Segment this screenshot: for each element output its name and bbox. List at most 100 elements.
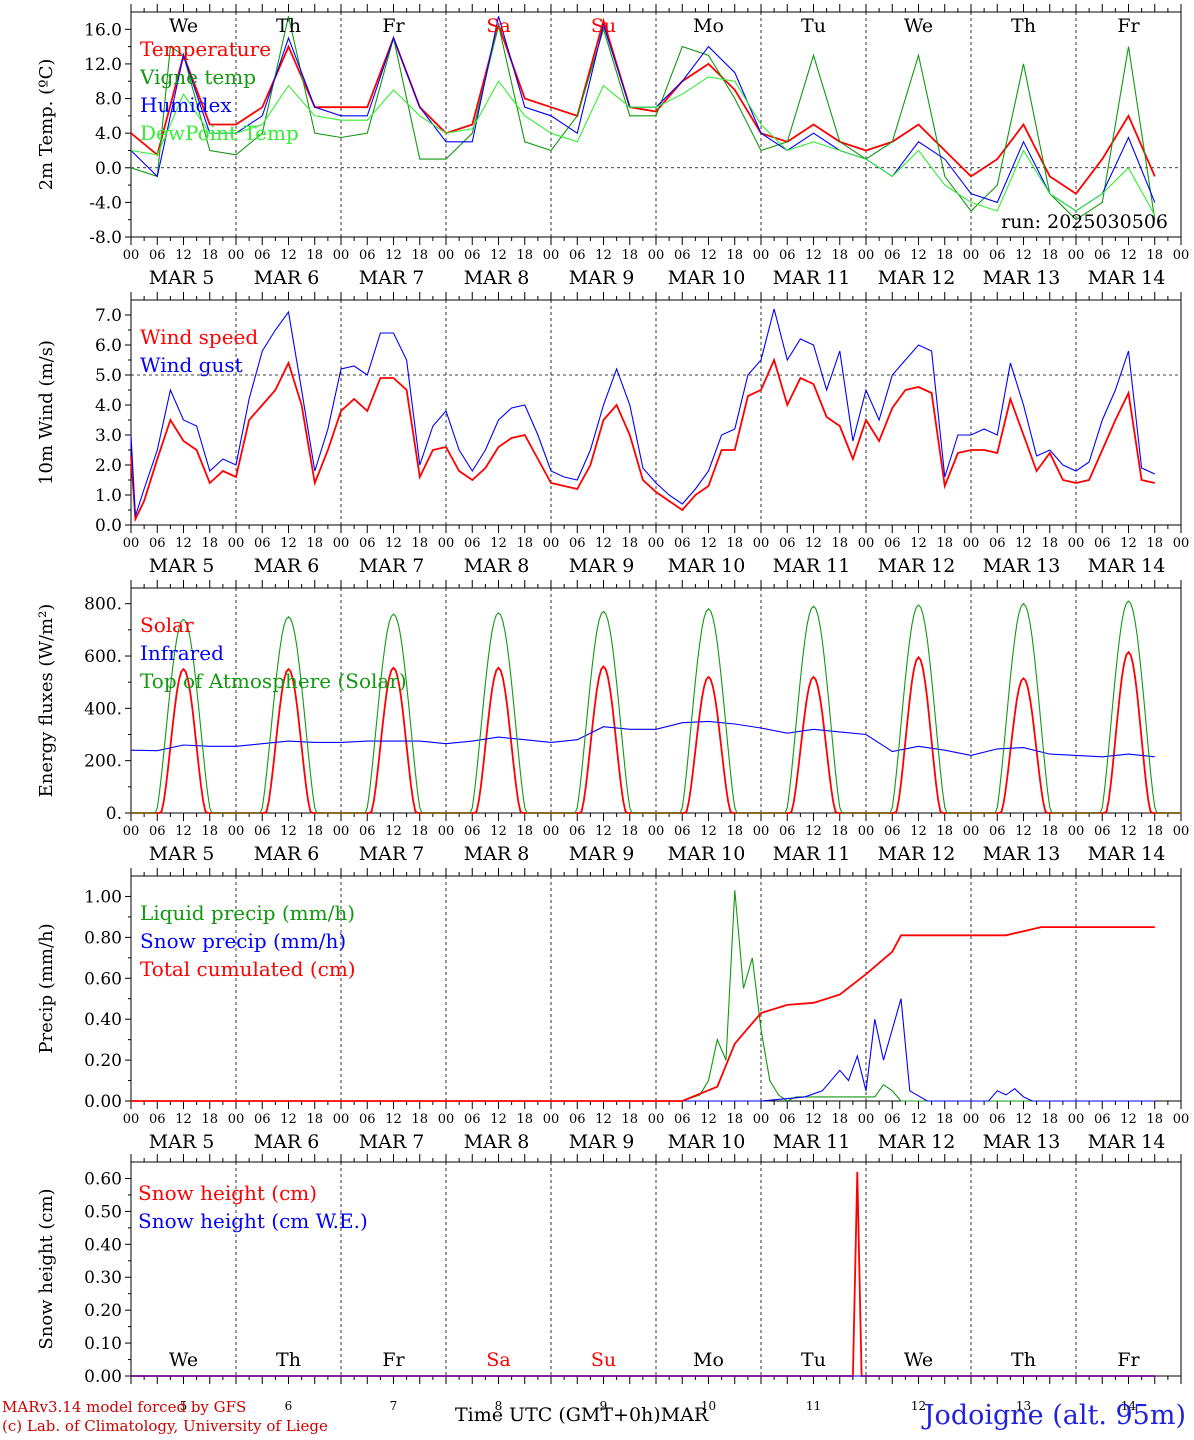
x-date-label: MAR 12: [878, 555, 956, 577]
x-hour-label: 12: [805, 1112, 822, 1127]
x-hour-label: 12: [385, 824, 402, 839]
y-tick-label: 600.: [84, 647, 122, 667]
x-date-label: MAR 13: [983, 555, 1061, 577]
x-date-label: MAR 5: [149, 843, 215, 865]
x-hour-label: 18: [621, 1112, 638, 1127]
x-hour-label: 12: [490, 824, 507, 839]
x-hour-label: 12: [175, 536, 192, 551]
x-hour-label: 18: [306, 536, 323, 551]
x-hour-label: 06: [569, 1112, 586, 1127]
x-hour-label: 18: [1041, 824, 1058, 839]
x-hour-label: 18: [516, 536, 533, 551]
x-hour-label: 12: [1015, 824, 1032, 839]
series-line: [131, 926, 1155, 1102]
x-hour-label: 00: [648, 824, 665, 839]
x-hour-label: 12: [595, 248, 612, 263]
x-hour-label: 06: [149, 536, 166, 551]
x-hour-label: 18: [1041, 536, 1058, 551]
x-hour-label: 18: [1146, 248, 1163, 263]
x-hour-label: 18: [1146, 1112, 1163, 1127]
x-hour-label: 12: [595, 536, 612, 551]
x-axis-title: Time UTC (GMT+0h)MAR: [455, 1404, 708, 1426]
y-tick-label: 0.10: [84, 1334, 122, 1354]
x-date-label: MAR 8: [464, 843, 530, 865]
day-of-week-label: Mo: [693, 1349, 724, 1371]
credit-line-1: MARv3.14 model forced by GFS: [2, 1398, 247, 1416]
x-date-label: MAR 14: [1088, 843, 1166, 865]
x-hour-label: 06: [1094, 824, 1111, 839]
legend-entry: Infrared: [140, 641, 224, 665]
x-date-label: MAR 5: [149, 555, 215, 577]
x-date-label: MAR 7: [359, 555, 425, 577]
day-of-week-label: Su: [591, 1349, 616, 1371]
series-line: [131, 890, 1155, 1102]
legend-entry: DewPoint Temp: [140, 121, 299, 145]
y-tick-label: -4.0: [89, 193, 122, 213]
x-hour-label: 00: [228, 248, 245, 263]
legend-entry: Total cumulated (cm): [140, 957, 356, 981]
y-tick-label: 0.40: [84, 1010, 122, 1030]
x-hour-label: 00: [228, 1112, 245, 1127]
x-hour-label: 12: [280, 248, 297, 263]
x-hour-label: 06: [989, 536, 1006, 551]
legend-entry: Wind gust: [140, 353, 243, 377]
x-hour-label: 06: [569, 536, 586, 551]
x-hour-label: 00: [648, 536, 665, 551]
x-hour-label: 06: [254, 536, 271, 551]
x-hour-label: 00: [963, 824, 980, 839]
x-hour-label: 00: [858, 824, 875, 839]
x-hour-label: 12: [1120, 248, 1137, 263]
x-hour-label: 12: [910, 824, 927, 839]
x-hour-label: 00: [1173, 1112, 1190, 1127]
x-hour-label: 06: [149, 824, 166, 839]
x-hour-label: 18: [411, 1112, 428, 1127]
day-of-week-label: Sa: [486, 15, 510, 37]
x-hour-label: 06: [464, 536, 481, 551]
x-hour-label: 00: [543, 824, 560, 839]
x-hour-label: 00: [648, 248, 665, 263]
x-hour-label: 12: [175, 248, 192, 263]
x-date-label: MAR 8: [464, 267, 530, 289]
y-tick-label: 0.: [106, 804, 122, 824]
x-hour-label: 06: [464, 248, 481, 263]
day-of-week-label: Fr: [382, 1349, 405, 1371]
x-hour-label: 00: [1173, 536, 1190, 551]
y-tick-label: 4.0: [95, 396, 122, 416]
x-hour-label: 06: [884, 1112, 901, 1127]
x-date-label: MAR 13: [983, 1131, 1061, 1153]
y-tick-label: 0.20: [84, 1301, 122, 1321]
x-hour-label: 18: [1041, 248, 1058, 263]
x-hour-label: 00: [858, 536, 875, 551]
x-date-label: MAR 14: [1088, 267, 1166, 289]
x-hour-label: 06: [779, 824, 796, 839]
x-hour-label: 00: [333, 536, 350, 551]
x-hour-label: 06: [254, 1112, 271, 1127]
y-tick-label: 0.60: [84, 969, 122, 989]
x-hour-label: 18: [831, 1112, 848, 1127]
y-tick-label: 4.0: [95, 124, 122, 144]
x-hour-label: 06: [989, 824, 1006, 839]
x-day-number: 12: [911, 1399, 926, 1413]
x-date-label: MAR 11: [773, 1131, 851, 1153]
model-credits: MARv3.14 model forced by GFS (c) Lab. of…: [2, 1398, 328, 1436]
legend-entry: Snow height (cm W.E.): [138, 1209, 368, 1233]
x-hour-label: 18: [516, 1112, 533, 1127]
x-hour-label: 12: [1015, 248, 1032, 263]
x-hour-label: 18: [831, 824, 848, 839]
x-date-label: MAR 8: [464, 555, 530, 577]
credit-line-2: (c) Lab. of Climatology, University of L…: [2, 1417, 328, 1435]
x-hour-label: 06: [1094, 248, 1111, 263]
x-hour-label: 06: [674, 248, 691, 263]
x-date-label: MAR 6: [254, 267, 320, 289]
y-tick-label: 16.0: [84, 20, 122, 40]
x-hour-label: 00: [333, 248, 350, 263]
legend-entry: Vigne temp: [139, 65, 256, 89]
x-hour-label: 00: [543, 536, 560, 551]
x-hour-label: 12: [910, 1112, 927, 1127]
x-hour-label: 18: [936, 536, 953, 551]
legend-entry: Temperature: [140, 37, 271, 61]
x-hour-label: 06: [359, 248, 376, 263]
x-hour-label: 00: [858, 1112, 875, 1127]
x-hour-label: 00: [123, 536, 140, 551]
x-hour-label: 18: [411, 536, 428, 551]
